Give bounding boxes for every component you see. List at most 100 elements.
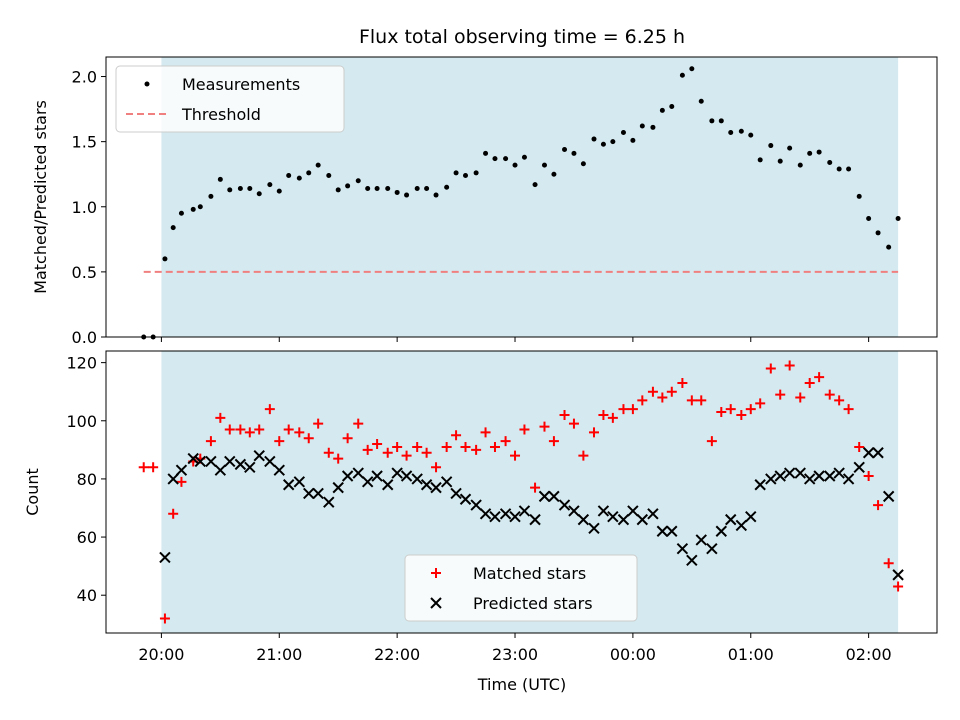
chart-title: Flux total observing time = 6.25 h [359, 26, 685, 48]
matched-star-point [372, 439, 383, 450]
measurement-point [394, 189, 400, 195]
bottom-series-0 [138, 360, 904, 624]
matched-star-point [539, 421, 550, 432]
matched-star-point [362, 444, 373, 455]
x-tick-label: 22:00 [374, 645, 420, 664]
measurement-point [374, 186, 380, 192]
matched-star-point [588, 427, 599, 438]
matched-star-point [834, 395, 845, 406]
measurement-point [866, 215, 872, 221]
measurement-point [404, 192, 410, 198]
matched-star-point [480, 427, 491, 438]
predicted-star-point [167, 473, 179, 485]
matched-star-point [618, 404, 629, 415]
matched-star-point [814, 372, 825, 383]
predicted-star-point [175, 464, 188, 476]
matched-star-point [401, 450, 412, 461]
bottom-legend-box [404, 554, 638, 622]
matched-star-point [224, 424, 235, 435]
matched-star-point [274, 436, 285, 447]
predicted-star-point [853, 461, 865, 473]
predicted-star-point [882, 490, 895, 503]
measurement-point [807, 150, 813, 156]
bottom-series-1 [159, 447, 904, 581]
predicted-star-point [577, 513, 590, 526]
predicted-star-point [391, 467, 403, 479]
matched-star-point [725, 404, 736, 415]
measurement-point [414, 186, 420, 192]
matched-star-point [342, 433, 353, 444]
measurement-point [787, 145, 793, 151]
x-tick-label: 21:00 [256, 645, 302, 664]
measurement-point [610, 139, 616, 145]
predicted-star-point [361, 476, 374, 488]
predicted-star-point [411, 473, 423, 485]
matched-star-point [205, 436, 216, 447]
predicted-star-point [234, 458, 247, 471]
measurement-point [335, 187, 341, 193]
predicted-star-point [783, 467, 796, 479]
matched-star-point [451, 430, 462, 441]
measurement-point [355, 178, 361, 184]
top-y-tick-label: 2.0 [72, 68, 97, 87]
top-y-tick-label: 0.0 [72, 328, 97, 347]
legend-label-predicted: Predicted stars [473, 594, 593, 613]
predicted-star-point [205, 455, 217, 468]
measurement-point [162, 256, 168, 262]
measurement-point [856, 193, 862, 199]
predicted-star-point [862, 447, 875, 459]
measurement-point [492, 156, 498, 162]
measurement-point [190, 206, 196, 212]
measurement-point [738, 128, 744, 134]
predicted-star-point [224, 455, 236, 468]
matched-star-point [824, 389, 835, 400]
measurement-point [306, 170, 312, 176]
matched-star-point [303, 433, 314, 444]
measurement-point [639, 123, 645, 129]
predicted-star-point [420, 479, 433, 491]
measurement-point [650, 124, 656, 130]
matched-star-point [421, 447, 432, 458]
measurement-point [728, 130, 734, 136]
x-tick-label: 02:00 [846, 645, 892, 664]
legend-label-matched: Matched stars [473, 564, 586, 583]
bottom-y-tick-label: 60 [77, 528, 97, 547]
measurement-point [768, 143, 774, 149]
matched-star-point [736, 409, 747, 420]
matched-star-point [431, 462, 442, 473]
measurement-point [630, 137, 636, 143]
matched-star-point [382, 447, 393, 458]
matched-star-point [215, 412, 226, 423]
predicted-star-point [312, 487, 324, 500]
matched-star-point [657, 392, 668, 403]
predicted-star-point [872, 447, 884, 459]
measurement-point [748, 132, 754, 138]
measurement-point [777, 158, 783, 164]
measurement-point [197, 204, 203, 210]
matched-star-point [677, 377, 688, 388]
matched-star-point [784, 360, 795, 371]
measurement-point [217, 176, 223, 182]
predicted-star-point [332, 481, 344, 494]
measurement-point [326, 173, 332, 179]
measurement-point [532, 182, 538, 188]
predicted-star-point [774, 470, 786, 482]
measurement-point [659, 107, 665, 113]
measurement-point [483, 150, 489, 156]
predicted-star-point [588, 522, 600, 535]
predicted-star-point [489, 511, 501, 523]
matched-star-point [598, 409, 609, 420]
predicted-star-point [824, 470, 836, 482]
measurement-point [286, 173, 292, 179]
bottom-legend: Matched stars Predicted stars [404, 554, 638, 622]
top-panel: 0.0 0.5 1.0 1.5 2.0 Measurements Threshold [72, 56, 938, 347]
measurement-point [170, 225, 176, 231]
matched-star-point [607, 412, 618, 423]
predicted-star-point [479, 508, 492, 520]
measurement-point [846, 166, 852, 172]
predicted-star-point [706, 542, 718, 555]
predicted-star-point [627, 505, 639, 517]
measurement-point [571, 150, 577, 156]
measurement-point [562, 146, 568, 152]
top-axes-frame [105, 56, 938, 338]
